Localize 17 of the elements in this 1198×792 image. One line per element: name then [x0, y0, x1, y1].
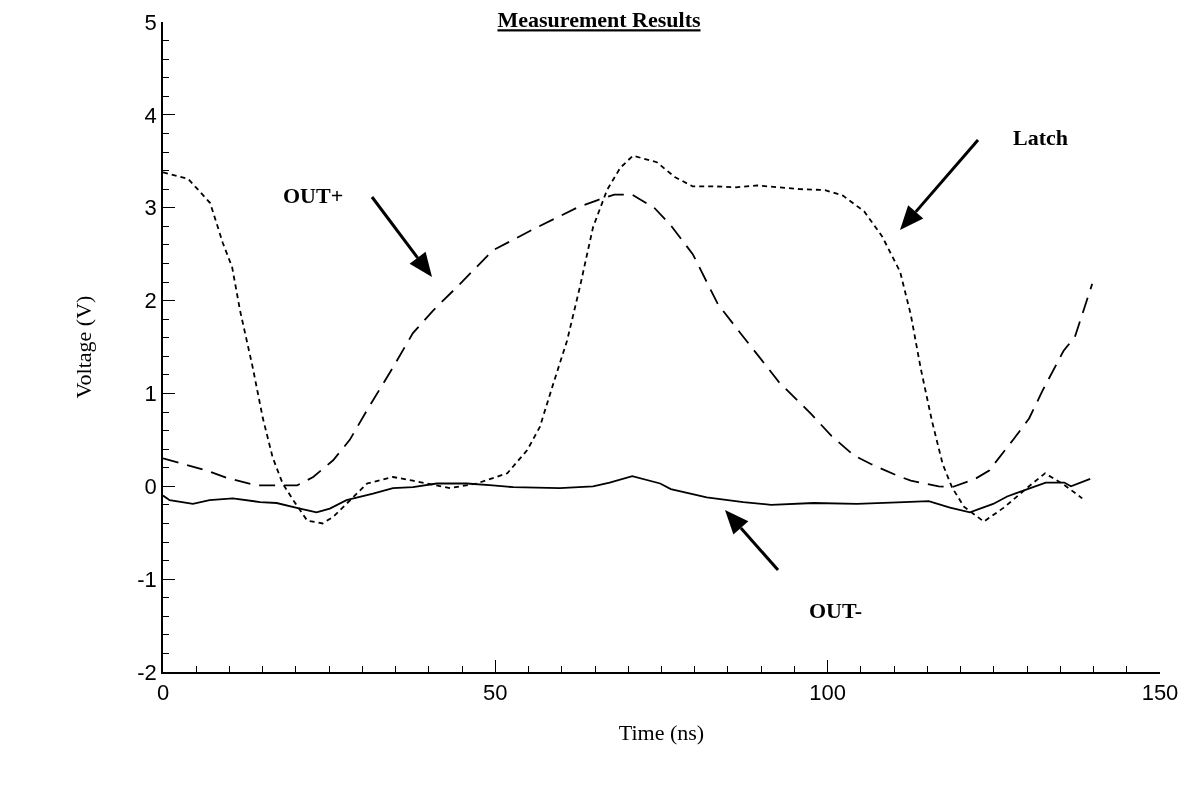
annotation: Latch	[1013, 125, 1068, 150]
x-tick-label: 150	[1141, 680, 1179, 706]
y-tick-label: 0	[144, 473, 157, 499]
annotation: OUT+	[283, 183, 344, 208]
y-tick-label: 5	[144, 9, 157, 35]
y-tick-label: -2	[137, 659, 157, 685]
y-axis-title: Voltage (V)	[70, 295, 96, 399]
x-tick-label: 100	[809, 680, 847, 706]
y-tick-label: 3	[144, 195, 157, 221]
y-tick-label: -1	[137, 566, 157, 592]
annotation: OUT-	[809, 598, 862, 623]
x-tick-label: 50	[483, 680, 508, 706]
y-tick-label: 2	[144, 288, 157, 314]
y-tick-label: 1	[144, 381, 157, 407]
x-axis-title: Time (ns)	[618, 719, 705, 745]
y-tick-label: 4	[144, 102, 157, 128]
chart-title: Measurement Results	[497, 7, 701, 33]
